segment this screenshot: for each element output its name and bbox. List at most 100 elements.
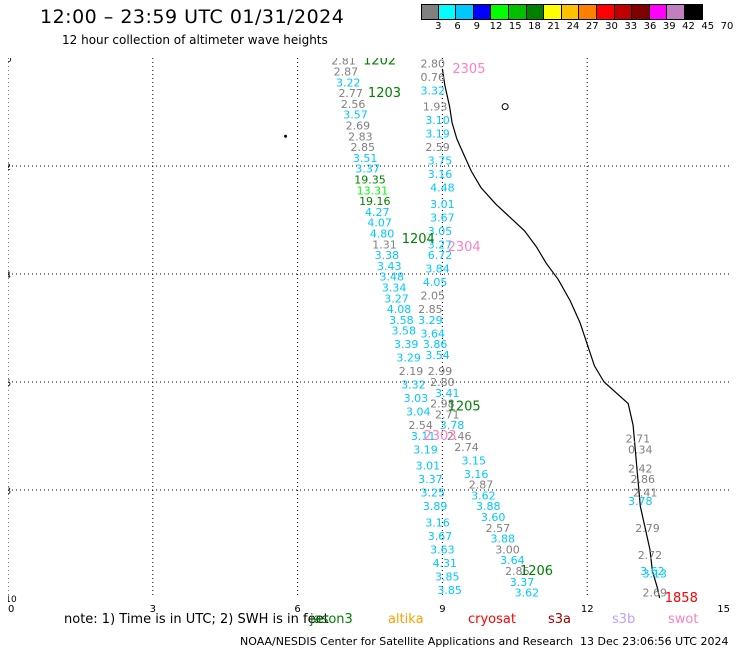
color-scale-swatch: [632, 4, 650, 20]
wave-height-label: 2.46: [447, 430, 472, 443]
wave-height-label: 0.34: [628, 444, 653, 457]
wave-height-label: 4.48: [430, 182, 455, 195]
color-scale-swatch: [421, 4, 439, 20]
color-scale-tick: 70: [720, 21, 734, 32]
wave-height-label: 4.31: [433, 557, 458, 570]
wave-height-label: 3.78: [628, 495, 653, 508]
wave-height-label: 3.22: [336, 76, 361, 89]
pass-label: 2303: [423, 429, 456, 444]
wave-height-label: 3.62: [471, 489, 496, 502]
wave-height-label: 2.56: [341, 98, 366, 111]
wave-height-label: 3.60: [481, 511, 506, 524]
wave-height-label: 2.72: [638, 549, 663, 562]
wave-height-label: 2.86: [630, 473, 655, 486]
wave-height-label: 2.69: [643, 587, 668, 600]
wave-height-label: 3.58: [389, 314, 414, 327]
wave-height-label: 3.41: [435, 387, 460, 400]
y-tick-label: 0: [8, 58, 12, 65]
wave-height-label: 3.38: [375, 249, 400, 262]
wave-height-label: 1.31: [372, 238, 397, 251]
wave-height-label: 3.19: [425, 128, 450, 141]
wave-height-map[interactable]: 036912150-2-4-6-8-102.812.873.222.772.56…: [8, 58, 732, 618]
wave-height-label: 3.84: [425, 263, 450, 276]
legend-item: s3b: [612, 612, 636, 627]
wave-height-label: 3.88: [476, 500, 501, 513]
y-tick-label: -4: [8, 271, 11, 281]
wave-height-label: 3.64: [420, 327, 445, 340]
wave-height-label: 3.85: [437, 584, 462, 597]
legend-item: altika: [388, 612, 424, 627]
wave-height-label: 3.54: [425, 349, 450, 362]
color-scale-tick: 24: [566, 21, 580, 32]
x-tick-label: 3: [150, 604, 156, 615]
color-scale-tick: 18: [528, 21, 541, 32]
coastline: [441, 68, 661, 599]
wave-height-label: 3.89: [423, 500, 448, 513]
wave-height-label: 2.77: [338, 87, 363, 100]
wave-height-label: 3.37: [355, 163, 380, 176]
wave-height-label: 2.79: [635, 522, 660, 535]
color-scale-tick: 39: [662, 21, 676, 32]
x-tick-label: 9: [439, 604, 445, 615]
wave-height-label: 2.69: [346, 120, 371, 133]
color-scale-swatch: [561, 4, 580, 20]
wave-height-label: 3.16: [464, 468, 489, 481]
color-scale-tick: 9: [473, 21, 480, 32]
wave-height-label: 2.87: [334, 66, 359, 79]
wave-height-label: 2.71: [435, 408, 460, 421]
wave-height-label: 3.63: [430, 543, 455, 556]
legend-item: jason3: [310, 612, 353, 627]
island: [501, 103, 509, 111]
wave-height-label: 3.29: [396, 352, 421, 365]
x-tick-label: 6: [294, 604, 300, 615]
page-subtitle: 12 hour collection of altimeter wave hei…: [62, 33, 328, 47]
wave-height-label: 3.16: [428, 168, 453, 181]
wave-height-label: 3.48: [379, 271, 404, 284]
island: [284, 134, 288, 138]
legend-item: cryosat: [468, 612, 516, 627]
wave-height-label: 2.85: [351, 141, 376, 154]
wave-height-label: 3.62: [640, 565, 665, 578]
wave-height-label: 0.76: [420, 71, 445, 84]
x-tick-label: 12: [581, 604, 594, 615]
generated-timestamp: 13 Dec 23:06:56 UTC 2024: [580, 635, 729, 648]
color-scale-labels: 3 6 9 12 15 18 21 24 27 30 33 36 39 42 45 70: [421, 21, 733, 35]
wave-height-label: 3.78: [440, 419, 465, 432]
wave-height-label: 3.03: [404, 392, 429, 405]
color-scale-swatch: [544, 4, 562, 20]
wave-height-label: 3.67: [430, 211, 455, 224]
wave-height-label: 1.93: [423, 101, 448, 114]
wave-height-label: 3.58: [392, 325, 417, 338]
color-scale-swatch: [526, 4, 545, 20]
color-scale-tick: 33: [624, 21, 638, 32]
color-scale-swatch: [579, 4, 597, 20]
wave-height-label: 3.29: [418, 314, 443, 327]
wave-height-label: 3.19: [413, 444, 438, 457]
wave-height-label: 2.81: [331, 58, 356, 68]
wave-height-label: 2.74: [454, 441, 479, 454]
color-scale-tick: 27: [585, 21, 599, 32]
wave-height-label: 2.99: [428, 365, 453, 378]
wave-height-label: 3.43: [377, 260, 402, 273]
color-scale-swatch: [473, 4, 492, 20]
color-scale-swatch: [508, 4, 527, 20]
wave-height-label: 2.57: [486, 522, 511, 535]
color-scale-swatch: [649, 4, 668, 20]
wave-height-label: 3.01: [430, 198, 455, 211]
legend-item: s3a: [548, 612, 572, 627]
color-scale-swatch: [456, 4, 474, 20]
y-tick-label: -8: [8, 487, 11, 497]
station-label: 1203: [368, 86, 401, 101]
wave-height-label: 4.27: [365, 206, 390, 219]
y-tick-label: -2: [8, 163, 11, 173]
color-scale-tick: 3: [435, 21, 442, 32]
wave-height-label: 3.01: [416, 460, 441, 473]
wave-height-label: 3.27: [384, 292, 409, 305]
wave-height-label: 3.04: [406, 406, 431, 419]
station-label: 1858: [665, 591, 698, 606]
wave-height-label: 3.39: [394, 338, 419, 351]
color-scale-swatch: [438, 4, 457, 20]
color-scale-tick: 30: [605, 21, 618, 32]
wave-height-label: 3.37: [418, 473, 443, 486]
wave-height-label: 4.08: [387, 303, 412, 316]
